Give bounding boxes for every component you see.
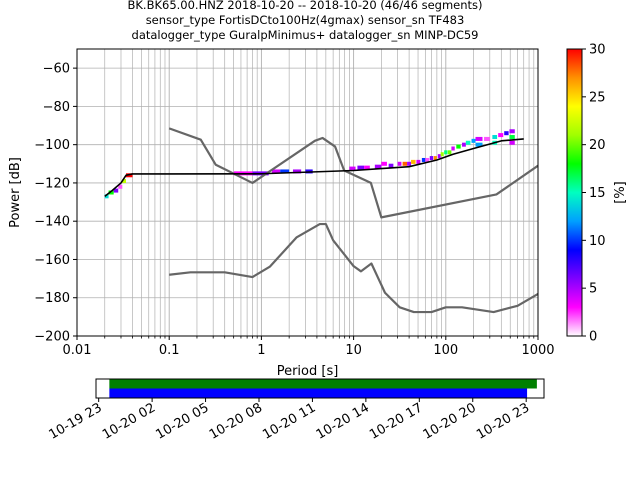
title-line-1: BK.BK65.00.HNZ 2018-10-20 -- 2018-10-20 … bbox=[127, 0, 482, 12]
y-axis-ticks: −200 −180 −160 −140 −120 −100 −80 −60 bbox=[34, 62, 77, 345]
psd-cell bbox=[456, 144, 461, 149]
psd-cell bbox=[113, 188, 119, 193]
timeline-tick-label: 10-20 20 bbox=[421, 400, 479, 442]
title-line-2: sensor_type FortisDCto100Hz(4gmax) senso… bbox=[146, 13, 465, 27]
noise-model-curves bbox=[104, 127, 539, 314]
psd-cell bbox=[280, 169, 290, 174]
figure-title: BK.BK65.00.HNZ 2018-10-20 -- 2018-10-20 … bbox=[127, 0, 482, 42]
psd-cell bbox=[364, 165, 370, 170]
psd-cell bbox=[411, 159, 416, 164]
psd-cell bbox=[122, 179, 127, 184]
psd-cell bbox=[484, 136, 490, 141]
colorbar-scale bbox=[566, 48, 583, 337]
psd-cell bbox=[509, 140, 515, 145]
psd-cell bbox=[388, 163, 394, 168]
psd-cell bbox=[357, 165, 365, 170]
colorbar: 0 5 10 15 20 25 30 [%] bbox=[566, 43, 628, 345]
psd-cell bbox=[374, 164, 382, 169]
colorbar-tick-label: 30 bbox=[589, 43, 606, 58]
psd-cell bbox=[451, 146, 455, 151]
data-availability-bar bbox=[109, 379, 537, 389]
y-tick-label: −160 bbox=[34, 253, 70, 268]
y-tick-label: −200 bbox=[34, 330, 70, 345]
psd-cell bbox=[421, 157, 426, 162]
x-tick-label: 0.1 bbox=[159, 343, 180, 358]
timeline-tick-label: 10-20 17 bbox=[367, 400, 425, 442]
psd-cell bbox=[104, 194, 109, 199]
y-tick-label: −100 bbox=[34, 138, 70, 153]
psd-cell bbox=[498, 133, 504, 138]
colorbar-label: [%] bbox=[613, 181, 628, 204]
y-tick-label: −180 bbox=[34, 291, 70, 306]
psd-cell bbox=[271, 169, 281, 174]
timeline-tick-label: 10-20 05 bbox=[153, 400, 211, 442]
psd-cell bbox=[349, 166, 356, 171]
timeline-tick-label: 10-20 23 bbox=[474, 400, 532, 442]
psd-cell bbox=[437, 154, 441, 159]
colorbar-tick-label: 20 bbox=[589, 138, 606, 153]
colorbar-tick-label: 15 bbox=[589, 186, 606, 201]
psd-cell bbox=[492, 135, 498, 140]
colorbar-tick-label: 10 bbox=[589, 234, 606, 249]
timeline-tick-label: 10-20 14 bbox=[314, 400, 372, 442]
psd-cell bbox=[475, 142, 483, 147]
psd-cell bbox=[429, 156, 434, 161]
psd-cell bbox=[509, 129, 515, 134]
x-tick-label: 100 bbox=[433, 343, 458, 358]
x-tick-label: 1 bbox=[257, 343, 265, 358]
psd-cell bbox=[416, 159, 421, 164]
x-tick-label: 1000 bbox=[521, 343, 554, 358]
psd-cell bbox=[118, 184, 123, 189]
y-tick-label: −140 bbox=[34, 215, 70, 230]
timeline-tick-label: 10-20 11 bbox=[260, 400, 318, 442]
colorbar-tick-label: 5 bbox=[589, 282, 597, 297]
colorbar-tick-label: 25 bbox=[589, 90, 606, 105]
psd-cell bbox=[292, 169, 302, 174]
psd-cell bbox=[504, 131, 509, 136]
x-tick-label: 0.01 bbox=[63, 343, 92, 358]
psd-cell bbox=[108, 190, 114, 195]
y-axis-label: Power [dB] bbox=[8, 157, 23, 228]
psd-cell bbox=[444, 150, 448, 155]
psd-cell bbox=[440, 152, 444, 157]
psd-cell bbox=[475, 136, 483, 141]
psd-cell bbox=[462, 142, 466, 147]
x-axis-label: Period [s] bbox=[277, 364, 339, 379]
mode-curve bbox=[104, 138, 524, 197]
psd-cell bbox=[433, 156, 437, 161]
plot-frame bbox=[76, 48, 539, 337]
psd-coverage-bar bbox=[109, 388, 528, 398]
psd-cell bbox=[447, 150, 452, 155]
psd-plot: 0.01 0.1 1 10 100 1000 −200 −180 −160 −140 −120 −10… bbox=[8, 48, 555, 379]
high-noise-model-curve bbox=[168, 127, 539, 219]
timeline-tick-label: 10-20 08 bbox=[207, 400, 265, 442]
plot-background bbox=[77, 49, 538, 336]
timeline-tick-label: 10-19 23 bbox=[47, 400, 105, 442]
psd-cell bbox=[465, 140, 471, 145]
psd-cell bbox=[471, 138, 476, 143]
psd-cell bbox=[381, 161, 387, 166]
y-tick-label: −80 bbox=[43, 100, 70, 115]
low-noise-model-curve bbox=[169, 222, 539, 314]
y-tick-label: −120 bbox=[34, 176, 70, 191]
psd-cell bbox=[407, 161, 412, 166]
psd-cell bbox=[425, 157, 430, 162]
psd-cell bbox=[509, 135, 515, 140]
colorbar-tick-label: 0 bbox=[589, 330, 597, 345]
x-tick-label: 10 bbox=[345, 343, 362, 358]
x-axis-ticks: 0.01 0.1 1 10 100 1000 bbox=[63, 336, 555, 358]
psd-cell bbox=[397, 161, 402, 166]
timeline-tick-label: 10-20 02 bbox=[100, 400, 158, 442]
psd-cell bbox=[402, 161, 408, 166]
y-tick-label: −60 bbox=[43, 62, 70, 77]
title-line-3: datalogger_type GuralpMinimus+ datalogge… bbox=[132, 28, 479, 42]
timeline-border bbox=[95, 378, 545, 399]
